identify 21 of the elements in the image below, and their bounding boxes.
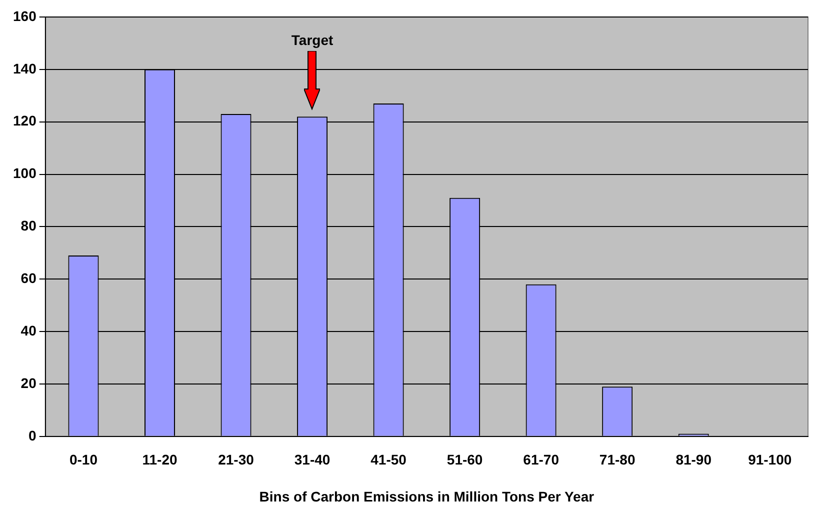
x-tick-label: 11-20 <box>142 452 178 468</box>
y-tick-label: 100 <box>13 165 37 182</box>
x-axis-title: Bins of Carbon Emissions in Million Tons Per Year <box>259 488 595 504</box>
y-tick-label: 40 <box>20 322 37 338</box>
x-tick-label: 81-90 <box>676 452 712 468</box>
x-tick-label: 91-100 <box>748 452 792 468</box>
x-tick-label: 61-70 <box>523 452 560 468</box>
x-tick-label: 71-80 <box>599 452 636 468</box>
annotation: Target <box>291 32 334 48</box>
y-tick-label: 140 <box>13 60 37 76</box>
y-tick-label: 20 <box>20 374 37 391</box>
x-tick-label: 0-10 <box>69 452 98 468</box>
x-tick-label: 51-60 <box>446 452 483 468</box>
y-tick-label: 60 <box>20 270 37 286</box>
x-tick-label: 41-50 <box>370 452 407 468</box>
y-tick-label: 0 <box>28 427 37 444</box>
y-tick-label: 80 <box>20 218 37 234</box>
y-tick-label: 120 <box>13 112 37 129</box>
x-tick-label: 21-30 <box>218 452 254 468</box>
y-tick-label: 160 <box>13 8 37 24</box>
x-tick-label: 31-40 <box>294 452 330 468</box>
